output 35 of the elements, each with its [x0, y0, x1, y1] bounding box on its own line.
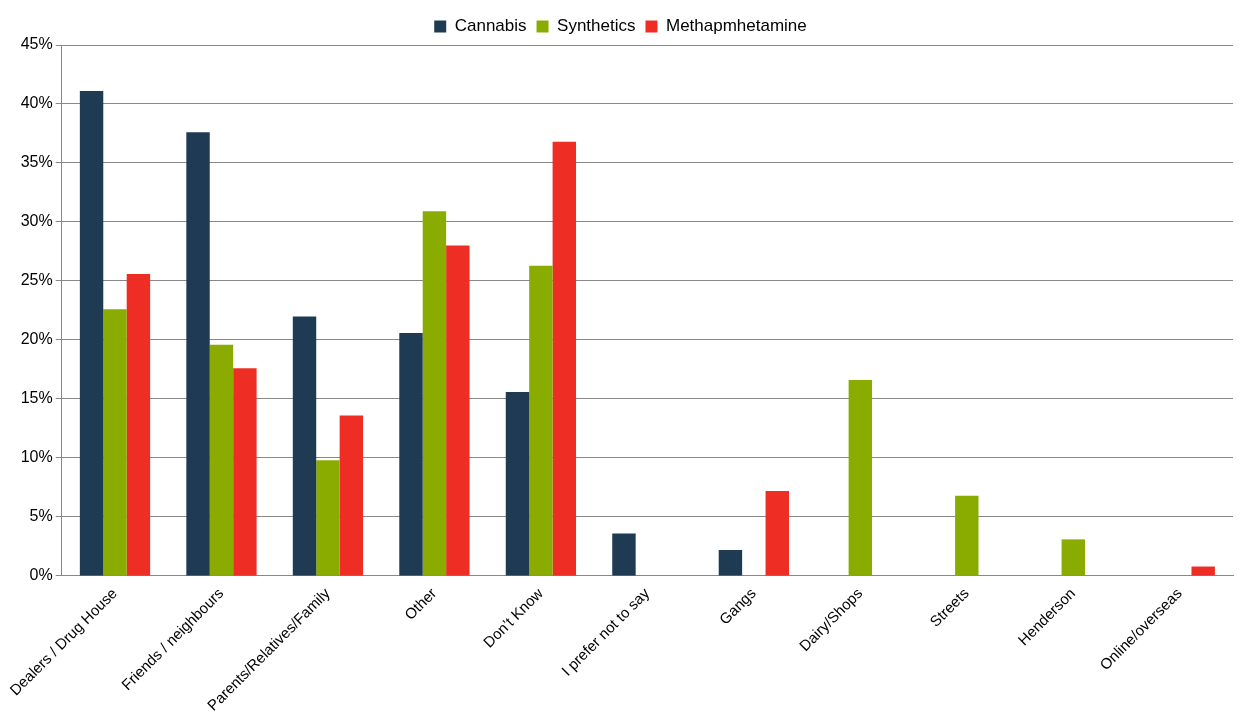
y-tick-label: 10%: [20, 448, 53, 466]
y-tick-label: 40%: [20, 94, 53, 112]
y-tick-label: 30%: [20, 212, 53, 230]
bar: [79, 91, 104, 576]
bar: [399, 332, 423, 576]
y-tick-label: 5%: [29, 507, 53, 525]
bar: [446, 245, 470, 576]
bar: [233, 368, 257, 576]
y-tick-label: 15%: [20, 389, 53, 407]
legend-label: Cannabis: [454, 16, 527, 36]
bar: [292, 316, 317, 576]
y-tick-label: 45%: [20, 35, 53, 53]
y-tick-label: 0%: [29, 566, 53, 584]
bar: [126, 273, 151, 576]
bar: [529, 265, 553, 576]
bar: [612, 533, 636, 576]
bar: [209, 344, 234, 576]
bar: [422, 211, 447, 576]
bar: [765, 491, 789, 576]
legend-label: Synthetics: [557, 16, 636, 36]
bar: [718, 550, 743, 576]
bar: [955, 495, 979, 576]
bar: [103, 309, 127, 576]
bar: [186, 132, 210, 576]
bar: [848, 380, 873, 576]
bar: [1061, 539, 1085, 576]
bar: [552, 141, 577, 576]
bar: [505, 391, 530, 576]
y-tick-label: 35%: [20, 153, 53, 171]
bar: [316, 460, 340, 576]
bar: [339, 415, 364, 576]
y-tick-label: 25%: [20, 271, 53, 289]
y-tick-label: 20%: [20, 330, 53, 348]
legend-label: Methapmhetamine: [665, 16, 807, 36]
bar: [1191, 566, 1215, 576]
